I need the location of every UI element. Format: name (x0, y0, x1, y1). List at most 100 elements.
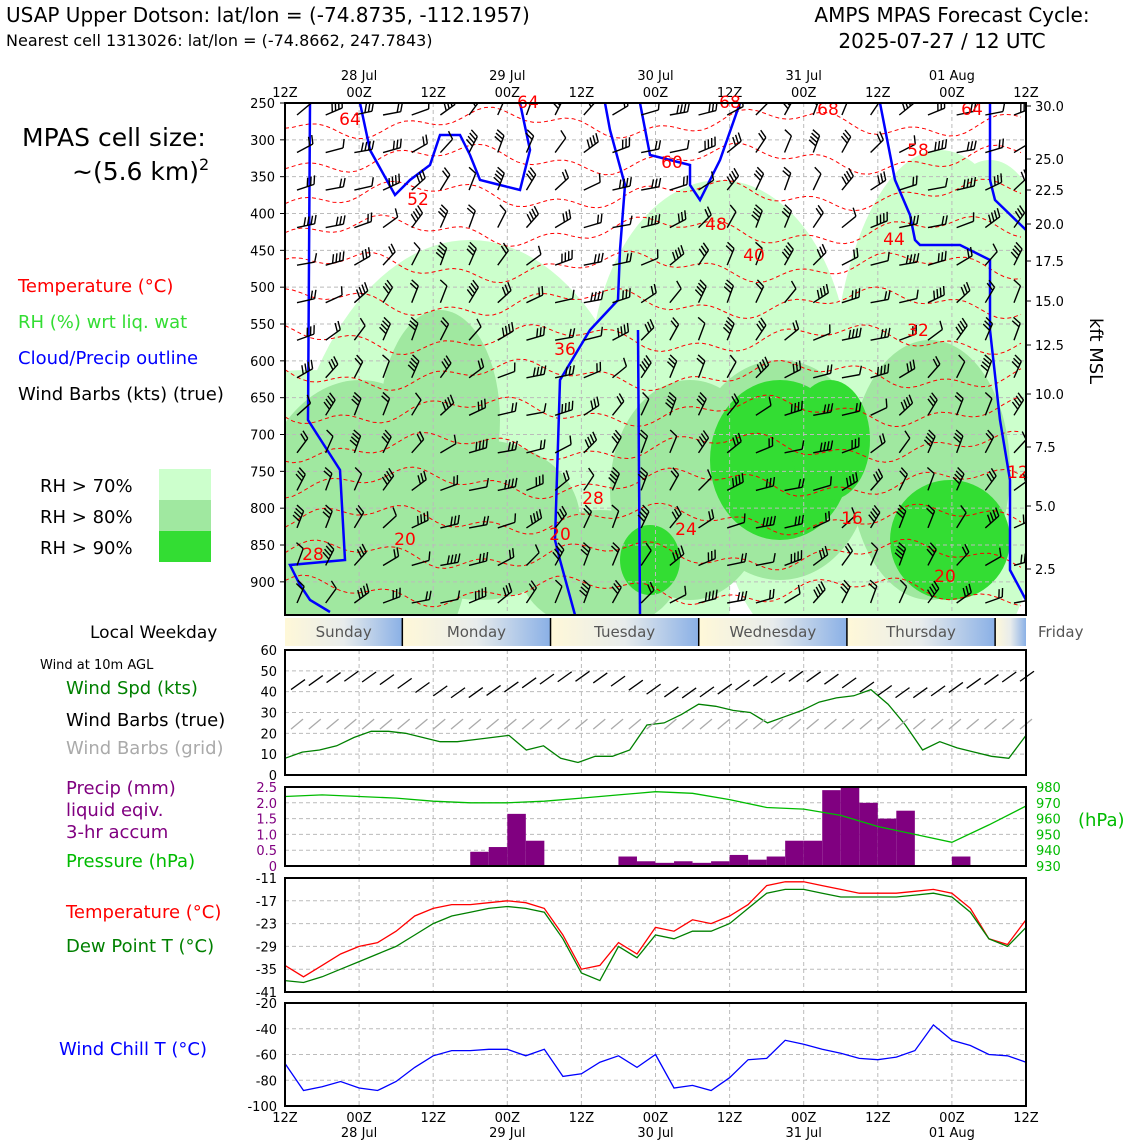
wind-barb-feather (586, 139, 591, 149)
wind-barb-feather (382, 354, 390, 362)
wind-barb-feather (364, 141, 368, 151)
wind-barb-feather (858, 365, 863, 375)
wind-barb-staff (669, 288, 682, 304)
wind-barb-feather (965, 585, 970, 595)
cell-size-line2: ~(5.6 km)2 (72, 155, 209, 186)
top-hour-tick-label: 00Z (791, 86, 817, 101)
bottom-hour-tick-label: 12Z (420, 1111, 446, 1126)
wind-barb-feather (731, 395, 737, 405)
wind-barb (808, 129, 821, 153)
wind-barb-feather (335, 216, 339, 226)
wind-barb-feather (679, 104, 683, 114)
y-left-tick-label: 550 (250, 318, 275, 333)
surface-wind-barb (770, 672, 786, 684)
wind-barb-feather (505, 585, 510, 595)
pressure-tick-label: 940 (1036, 844, 1061, 859)
wind-barb-feather (905, 254, 909, 265)
wind-barb-feather (741, 473, 744, 483)
wind-barb (640, 103, 660, 116)
wind-barb-feather (1012, 248, 1020, 256)
wind-barb-feather (295, 582, 304, 591)
wind-barb-feather (495, 170, 504, 178)
grid-wind-barb (646, 718, 660, 730)
wind-barb-feather (584, 504, 592, 513)
wind-barb-feather (986, 473, 993, 483)
wind-barb-staff (870, 139, 884, 154)
wind-barb-staff (382, 216, 399, 229)
wind-barb-feather (642, 504, 650, 513)
wind-barb-feather (314, 253, 318, 263)
wind-barb-staff (984, 251, 998, 266)
wind-barb-feather (297, 470, 305, 479)
wind-barb-feather (394, 175, 397, 185)
wind-barb-staff (325, 294, 343, 304)
wind-barb (697, 316, 706, 341)
wind-barb (382, 354, 390, 379)
wind-barb-feather (436, 248, 445, 256)
wind-barb-feather (990, 212, 995, 222)
wind-barb-staff (497, 521, 516, 529)
surface-wind-barb (664, 686, 679, 698)
wind-barb (784, 320, 800, 341)
wind-barb (984, 507, 1000, 529)
wind-barb-feather (327, 395, 334, 404)
wind-barb-feather (511, 478, 515, 488)
wind-barb (554, 505, 568, 529)
panel-frame (284, 649, 1027, 776)
grid-wind-barb (752, 718, 766, 730)
wind-barb-feather (359, 587, 364, 597)
wind-barb-feather (500, 245, 507, 254)
wind-barb (985, 103, 1006, 116)
wind-barb-feather (443, 167, 451, 176)
wind-barb (325, 251, 345, 266)
legend-rh: RH (%) wrt liq. wat (18, 312, 187, 333)
wind-barb-feather (738, 474, 741, 484)
wind-barb (640, 283, 657, 304)
wind-barb (727, 552, 748, 567)
wind-barb-feather (963, 284, 968, 294)
wind-barb (353, 504, 365, 529)
wind-barb (782, 103, 793, 116)
rh90-region (620, 525, 680, 595)
wind-barb-feather (295, 542, 304, 550)
precip-bar (748, 859, 767, 866)
wind-barb-feather (501, 286, 507, 296)
wind-barb-feather (898, 542, 906, 550)
top-hour-tick-label: 00Z (495, 86, 521, 101)
wind-barb-feather (303, 217, 307, 227)
wind-barb-feather (829, 476, 832, 486)
wind-barb-feather (425, 591, 429, 601)
wind-barb (410, 205, 424, 229)
wind-barb (841, 167, 854, 191)
wind-barb-staff (640, 398, 650, 416)
wind-barb-feather (1016, 208, 1024, 217)
wind-barb (1013, 513, 1026, 529)
wind-barb-feather (611, 504, 620, 512)
temperature-contour (285, 106, 1022, 140)
grid-wind-barb (521, 718, 535, 730)
surface-wind-barb (326, 672, 341, 684)
wind-barb-feather (535, 511, 540, 521)
wind-barb-feather (823, 404, 827, 414)
wind-barb-feather (759, 361, 765, 371)
surface-wind-barb (432, 685, 448, 697)
wind-barb-feather (640, 429, 648, 437)
temperature-contour-label: 52 (407, 190, 429, 210)
panel-y-tick-label: 2.0 (256, 797, 277, 812)
wind-barb-feather (671, 251, 677, 261)
wind-barb-feather (726, 176, 733, 185)
wind-barb-feather (414, 208, 421, 217)
wind-barb-staff (554, 258, 573, 266)
wind-barb-staff (440, 443, 457, 454)
wind-barb (956, 543, 970, 566)
wind-barb-feather (470, 282, 478, 291)
temperature-contour-label: 60 (661, 153, 683, 173)
wind-barb-feather (322, 551, 330, 560)
surface-wind-barb (521, 677, 537, 689)
wind-barb (466, 241, 477, 266)
wind-barb-feather (772, 515, 776, 525)
wind-barb-staff (927, 186, 946, 191)
y-right-tick-label: 2.5 (1035, 563, 1056, 578)
wind-barb-staff (525, 552, 540, 566)
